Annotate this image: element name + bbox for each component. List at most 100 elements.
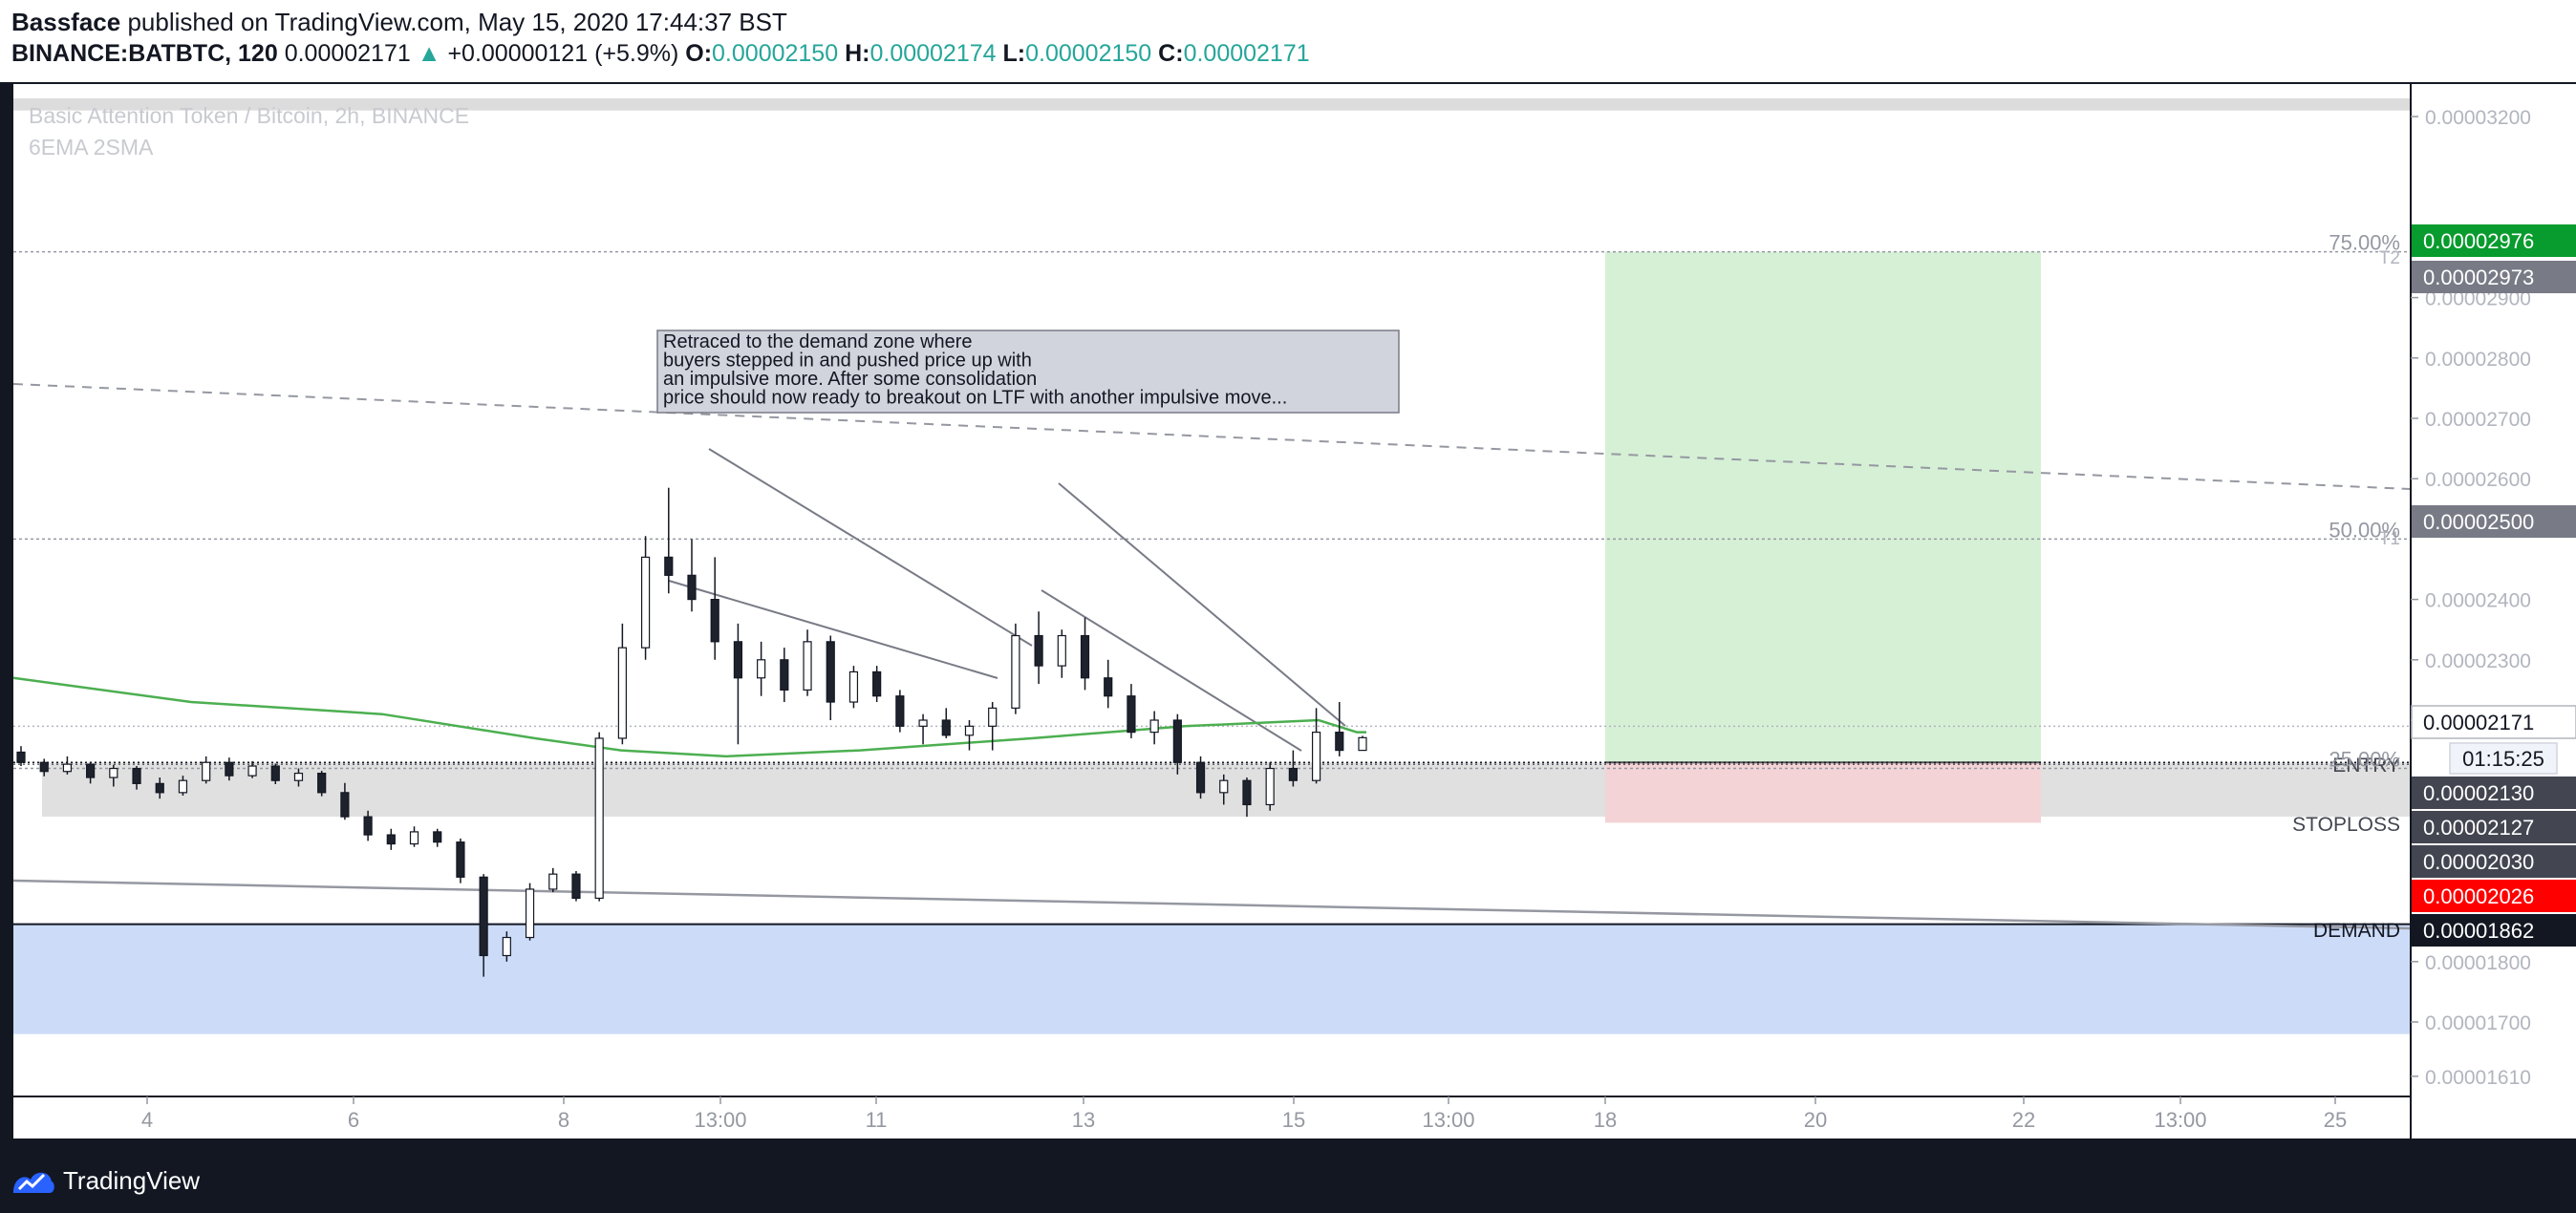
candle-50	[1172, 713, 1182, 775]
ema-layer	[12, 676, 1366, 758]
candle-2	[62, 755, 73, 775]
candle-20	[479, 874, 488, 977]
entry-label: ENTRY	[2332, 755, 2400, 777]
candle-body	[502, 936, 511, 957]
candle-body	[363, 816, 373, 836]
candle-body	[109, 767, 118, 778]
candle-29	[687, 539, 697, 612]
x-tick-label: 11	[866, 1108, 888, 1132]
ohlc-line: BINANCE:BATBTC, 120 0.00002171 ▲ +0.0000…	[11, 40, 1310, 68]
candle-17	[409, 826, 419, 847]
candle-body	[1358, 736, 1367, 752]
candle-body	[293, 773, 304, 781]
legend-title: Basic Attention Token / Bitcoin, 2h, BIN…	[29, 103, 469, 128]
t1-label: T1	[2379, 529, 2400, 549]
candle-body	[178, 779, 188, 794]
price-tag	[2411, 705, 2576, 739]
x-tick-label: 25	[2324, 1108, 2347, 1132]
price-tag	[2412, 505, 2576, 538]
y-tick-label: 0.00002300	[2425, 650, 2531, 672]
zones-layer	[13, 98, 2410, 1034]
candle-body	[456, 841, 465, 878]
price-tag	[2412, 880, 2576, 912]
candle-28	[664, 487, 674, 594]
price-tag-label: 0.00002030	[2423, 850, 2534, 874]
candle-body	[548, 873, 558, 890]
x-tick-label: 15	[1282, 1108, 1305, 1132]
y-tick-label: 0.00003200	[2425, 107, 2531, 129]
candle-11	[270, 763, 280, 784]
low-value: 0.00002150	[1025, 40, 1152, 67]
candle-1	[39, 758, 49, 777]
candle-57	[1335, 702, 1344, 756]
candle-5	[132, 766, 141, 790]
candle-25	[594, 732, 604, 902]
candle-body	[780, 659, 789, 691]
candle-body	[710, 598, 719, 643]
candle-40	[941, 708, 951, 738]
candle-body	[1127, 695, 1136, 734]
price-tag	[2412, 914, 2576, 947]
candle-15	[363, 810, 373, 841]
candle-34	[803, 629, 812, 696]
publish-line: Bassface published on TradingView.com, M…	[11, 8, 787, 37]
demand-zone	[13, 924, 2410, 1034]
candle-body	[918, 719, 928, 727]
x-tick-label: 4	[141, 1108, 153, 1132]
candle-35	[826, 635, 835, 720]
price-tag	[2412, 845, 2576, 878]
price-tag	[2412, 261, 2576, 293]
price-axis[interactable]	[2412, 84, 2576, 1139]
candle-body	[1057, 634, 1066, 667]
candle-body	[617, 647, 627, 739]
candle-body	[409, 831, 419, 845]
candle-55	[1288, 750, 1298, 787]
candle-body	[895, 695, 905, 727]
candle-body	[964, 725, 975, 736]
candle-body	[132, 767, 141, 784]
price-change: +0.00000121 (+5.9%)	[447, 40, 679, 67]
x-tick-label: 20	[1804, 1108, 1827, 1132]
price-chart[interactable]: Basic Attention Token / Bitcoin, 2h, BIN…	[0, 82, 2576, 1142]
candle-body	[1011, 634, 1020, 709]
x-tick-label: 22	[2012, 1108, 2035, 1132]
y-tick-label: 0.00002800	[2425, 349, 2531, 371]
author-name[interactable]: Bassface	[11, 8, 121, 36]
candle-51	[1195, 755, 1206, 799]
candle-38	[895, 690, 905, 733]
price-tag-label: 0.00002973	[2423, 266, 2534, 289]
tradingview-brand[interactable]: TradingView	[11, 1161, 200, 1200]
candle-45	[1057, 629, 1066, 678]
annotation-line: Retraced to the demand zone where	[663, 331, 973, 352]
annotation-box	[656, 330, 1400, 414]
candle-body	[1288, 767, 1298, 781]
flag-upper-line-2	[1058, 482, 1346, 727]
candle-body	[941, 719, 951, 736]
candle-body	[39, 761, 49, 773]
candle-body	[848, 670, 859, 703]
countdown-label: 01:15:25	[2462, 747, 2544, 771]
candle-33	[780, 648, 789, 703]
y-tick-label: 0.00002700	[2425, 409, 2531, 431]
candle-body	[1242, 779, 1252, 806]
candle-24	[571, 871, 581, 902]
candle-3	[86, 761, 96, 784]
symbol-label[interactable]: BINANCE:BATBTC, 120	[11, 40, 278, 67]
candle-14	[340, 782, 350, 820]
guides-layer	[12, 250, 2411, 930]
stoploss-zone	[1605, 762, 2041, 823]
candle-47	[1104, 659, 1113, 709]
candle-body	[1311, 732, 1321, 781]
candle-27	[640, 536, 651, 660]
candle-body	[640, 556, 651, 649]
low-label: L:	[1002, 40, 1026, 67]
candle-43	[1011, 623, 1020, 714]
price-tag-label: 0.00002127	[2423, 816, 2534, 840]
annotation-layer: Retraced to the demand zone wherebuyers …	[656, 330, 1400, 414]
price-tags-layer: 0.00002976 0.00002973 0.00002500 0.00002171…	[2411, 224, 2576, 947]
price-tag-label: 0.00001862	[2423, 919, 2534, 943]
candle-body	[386, 834, 396, 845]
candle-body	[687, 574, 697, 601]
candle-body	[571, 873, 581, 900]
candle-body	[247, 765, 257, 777]
